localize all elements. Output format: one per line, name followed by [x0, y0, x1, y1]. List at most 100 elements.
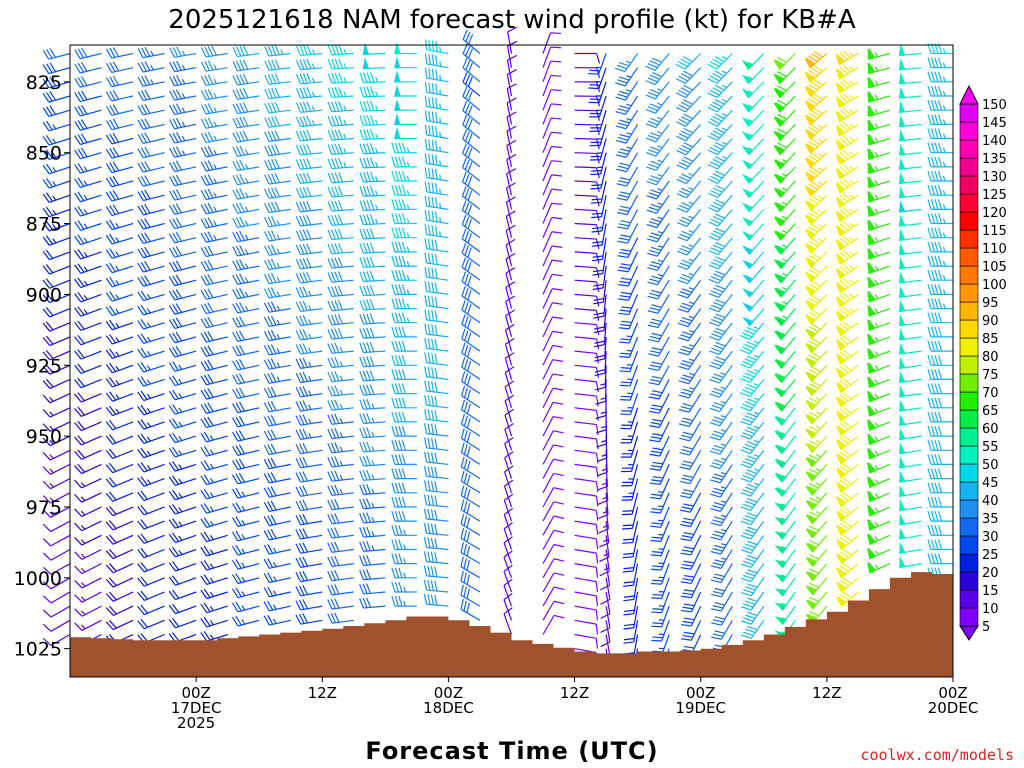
wind-barb: [677, 265, 702, 285]
wind-barb: [740, 449, 765, 469]
wind-barb: [423, 508, 449, 522]
wind-barb: [200, 631, 228, 642]
wind-barb: [709, 421, 733, 441]
colorbar-label: 65: [982, 404, 999, 419]
wind-barb: [742, 265, 765, 284]
wind-barb: [168, 432, 197, 444]
wind-barb: [899, 456, 922, 469]
colorbar-label: 85: [982, 332, 999, 347]
wind-barb: [574, 308, 600, 321]
wind-barb: [898, 86, 922, 99]
wind-barb: [295, 129, 323, 142]
colorbar-label: 30: [982, 530, 999, 545]
wind-barb: [105, 204, 134, 217]
wind-barb: [295, 314, 323, 327]
wind-barb: [804, 166, 828, 183]
wind-barb: [588, 81, 607, 104]
colorbar-swatch: [959, 121, 979, 141]
wind-barb: [774, 563, 796, 583]
wind-barb: [574, 95, 601, 107]
wind-barb: [739, 322, 765, 341]
wind-barb: [200, 431, 228, 443]
wind-barb: [708, 322, 733, 341]
wind-barb: [42, 235, 71, 246]
wind-barb: [542, 415, 564, 437]
wind-barb: [424, 281, 449, 295]
wind-barb: [461, 371, 481, 395]
wind-barb: [804, 237, 828, 254]
colorbar-swatch: [959, 265, 979, 285]
wind-barb: [42, 278, 71, 289]
wind-barb: [649, 421, 670, 443]
wind-barb: [711, 619, 733, 640]
wind-barb: [927, 57, 953, 69]
wind-barb: [835, 420, 859, 437]
wind-barb: [617, 209, 639, 230]
wind-barb: [137, 447, 165, 459]
wind-barb: [679, 464, 702, 485]
wind-barb: [542, 458, 564, 479]
wind-barb: [574, 534, 599, 550]
wind-barb: [359, 114, 386, 126]
wind-barb: [461, 271, 481, 295]
wind-barb: [42, 48, 71, 60]
wind-barb: [574, 237, 600, 250]
wind-barb: [231, 516, 260, 528]
wind-barb: [105, 419, 134, 431]
wind-barb: [391, 142, 417, 154]
wind-barb: [391, 496, 417, 508]
wind-barb: [741, 208, 765, 227]
wind-barb: [42, 435, 71, 447]
wind-barb: [504, 394, 515, 423]
wind-barb: [542, 46, 562, 68]
wind-barb: [650, 549, 670, 571]
wind-barb: [295, 72, 323, 85]
wind-barb: [168, 389, 197, 401]
wind-barb: [741, 81, 765, 99]
wind-barb: [898, 72, 922, 85]
wind-barb: [867, 376, 891, 389]
colorbar-label: 115: [982, 224, 1007, 239]
wind-barb: [74, 449, 102, 460]
wind-barb: [867, 333, 891, 346]
wind-barb: [200, 45, 228, 58]
wind-barb: [391, 397, 417, 409]
wind-barb: [168, 346, 197, 358]
wind-barb: [616, 152, 639, 173]
wind-barb: [137, 618, 165, 630]
wind-barb: [424, 337, 449, 352]
wind-barb: [927, 156, 953, 168]
wind-barb: [542, 430, 564, 451]
wind-barb: [741, 152, 765, 170]
wind-barb: [927, 355, 953, 366]
wind-barb: [867, 204, 891, 218]
wind-barb: [359, 469, 386, 481]
colorbar-label: 135: [982, 152, 1007, 167]
wind-barb: [295, 357, 323, 369]
wind-barb: [503, 479, 514, 508]
wind-barb: [42, 506, 71, 518]
wind-barb: [927, 425, 953, 437]
wind-barb: [461, 257, 481, 281]
wind-barb: [835, 335, 859, 351]
wind-barb: [42, 292, 71, 304]
wind-barb: [74, 62, 102, 74]
wind-barb: [835, 150, 859, 166]
wind-barb: [677, 279, 702, 299]
wind-barb: [805, 534, 828, 553]
wind-barb: [359, 412, 386, 425]
wind-barb: [774, 464, 796, 483]
wind-barb: [647, 279, 670, 300]
wind-barb: [105, 175, 134, 188]
wind-barb: [574, 478, 599, 493]
wind-barb: [651, 563, 670, 585]
wind-barb: [231, 530, 260, 542]
wind-barb: [232, 259, 260, 271]
wind-barb: [74, 605, 102, 617]
wind-barb: [505, 309, 515, 338]
wind-barb: [42, 206, 71, 218]
wind-barb: [263, 572, 291, 584]
wind-barb: [295, 214, 323, 227]
wind-barb: [359, 540, 386, 552]
